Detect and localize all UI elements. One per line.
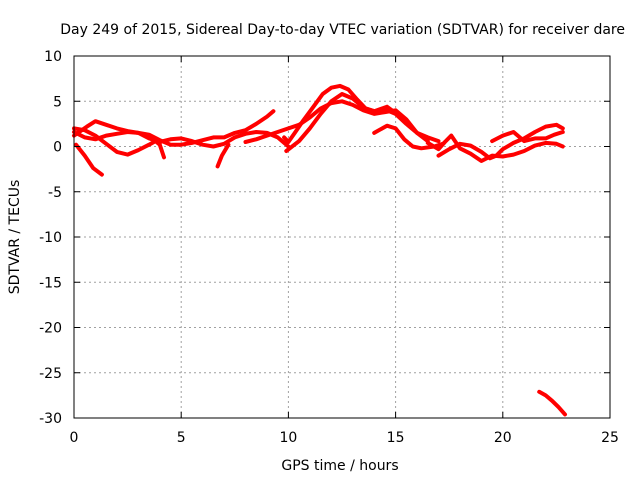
x-tick-label: 10 — [279, 430, 297, 446]
x-tick-label: 20 — [494, 430, 512, 446]
y-tick-label: -5 — [48, 185, 62, 201]
y-tick-label: -25 — [39, 366, 62, 382]
y-tick-label: -20 — [39, 321, 62, 337]
series-line-5 — [215, 142, 231, 169]
tick-layer: 0 5 10 15 20 25 -30 -25 -20 -15 -10 -5 0 5 10 — [39, 49, 619, 446]
y-tick-label: -10 — [39, 230, 62, 246]
y-tick-label: -15 — [39, 275, 62, 291]
x-tick-label: 5 — [177, 430, 186, 446]
series-line-4 — [74, 142, 104, 177]
series-line-2 — [72, 130, 291, 149]
chart-title: Day 249 of 2015, Sidereal Day-to-day VTE… — [60, 22, 625, 38]
series-line-12 — [490, 130, 565, 144]
x-tick-label: 25 — [601, 430, 619, 446]
y-tick-label: 10 — [44, 49, 62, 65]
series-line-1 — [72, 109, 276, 147]
series-line-7 — [282, 83, 430, 144]
series-line-11 — [436, 122, 565, 161]
series-line-8 — [284, 92, 398, 153]
y-tick-label: 5 — [53, 94, 62, 110]
y-tick-label: -30 — [39, 411, 62, 427]
y-axis-label: SDTVAR / TECUs — [7, 180, 23, 295]
series-layer — [72, 83, 567, 417]
x-tick-label: 0 — [70, 430, 79, 446]
series-line-3 — [72, 126, 166, 160]
x-tick-label: 15 — [387, 430, 405, 446]
grid-layer — [74, 56, 610, 418]
series-line-13 — [537, 389, 567, 417]
x-axis-label: GPS time / hours — [281, 458, 398, 474]
y-tick-label: 0 — [53, 140, 62, 156]
series-line-6 — [243, 99, 441, 144]
